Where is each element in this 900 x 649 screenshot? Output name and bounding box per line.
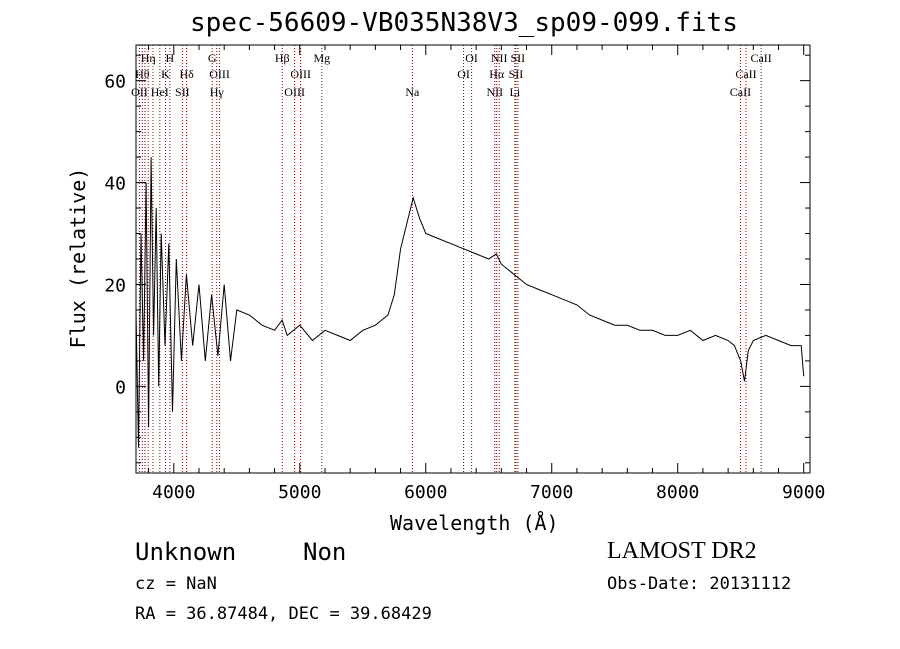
subclass-label: Non <box>303 538 347 566</box>
line-marker-label: OIII <box>290 67 311 81</box>
survey-label: LAMOST DR2 <box>607 538 757 564</box>
line-marker-label: OII <box>131 85 148 99</box>
coordinates-label: RA = 36.87484, DEC = 39.68429 <box>135 604 432 624</box>
line-marker-label: CaII <box>730 85 751 99</box>
line-marker-label: Li <box>509 85 520 99</box>
x-axis-label: Wavelength (Å) <box>390 511 559 535</box>
line-marker-label: Hη <box>141 51 156 65</box>
line-marker-label: SII <box>175 85 190 99</box>
axis-ticks: 4000 5000 6000 7000 8000 9000 0 20 40 60 <box>104 45 825 503</box>
line-marker-label: NII <box>486 85 503 99</box>
line-marker-label: OIII <box>209 67 230 81</box>
line-marker-label: K <box>161 67 170 81</box>
x-tick-label: 8000 <box>656 482 699 503</box>
x-tick-label: 7000 <box>530 482 573 503</box>
line-marker-label: Mg <box>313 51 330 65</box>
x-tick-label: 5000 <box>278 482 321 503</box>
plot-frame <box>135 44 811 474</box>
line-marker-label: Hβ <box>275 51 290 65</box>
line-marker-label: OI <box>465 51 478 65</box>
line-marker-label: HeI <box>151 85 169 99</box>
line-marker-label: CaII <box>735 67 756 81</box>
spectrum-series-line <box>135 157 805 448</box>
line-marker-label: Hθ <box>135 67 150 81</box>
line-marker-label: NII <box>491 51 508 65</box>
chart-title: spec-56609-VB035N38V3_sp09-099.fits <box>190 8 738 38</box>
line-marker-label: OIII <box>284 85 305 99</box>
x-tick-label: 6000 <box>404 482 447 503</box>
y-axis-label: Flux (relative) <box>66 167 90 349</box>
y-tick-label: 60 <box>104 72 126 93</box>
line-marker-label: SII <box>511 51 526 65</box>
y-tick-label: 0 <box>115 377 126 398</box>
y-tick-label: 20 <box>104 275 126 296</box>
classification-label: Unknown <box>135 538 237 566</box>
x-tick-label: 4000 <box>152 482 195 503</box>
x-tick-label: 9000 <box>782 482 825 503</box>
obs-date-label: Obs-Date: 20131112 <box>607 574 792 594</box>
line-marker-label: Hα <box>489 67 505 81</box>
line-marker-label: SII <box>509 67 524 81</box>
line-marker-label: Hγ <box>210 85 225 99</box>
y-tick-label: 40 <box>104 174 126 195</box>
line-marker-label: OI <box>457 67 470 81</box>
redshift-label: cz = NaN <box>135 574 217 594</box>
line-marker-label: G <box>208 51 217 65</box>
line-marker-label: CaII <box>750 51 771 65</box>
line-marker-label: H <box>166 51 175 65</box>
line-marker-label: Hδ <box>179 67 194 81</box>
line-marker-label: Na <box>405 85 420 99</box>
line-markers: OIIHθHηHeIKHSIIHδGHγOIIIHβOIIIOIIIMgNaOI… <box>131 45 772 473</box>
